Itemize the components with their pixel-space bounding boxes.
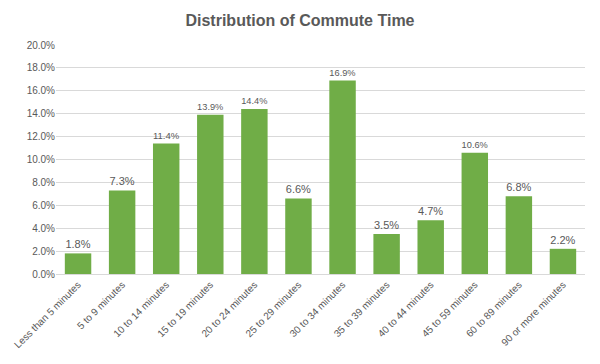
svg-text:30 to 34 minutes: 30 to 34 minutes <box>287 279 347 339</box>
svg-text:6.8%: 6.8% <box>506 181 531 193</box>
svg-text:20.0%: 20.0% <box>27 40 55 51</box>
svg-text:40 to 44 minutes: 40 to 44 minutes <box>376 279 436 339</box>
svg-text:14.4%: 14.4% <box>241 96 267 106</box>
svg-text:10 to 14 minutes: 10 to 14 minutes <box>111 279 171 339</box>
svg-text:15 to 19 minutes: 15 to 19 minutes <box>155 279 215 339</box>
svg-text:0.0%: 0.0% <box>32 269 55 280</box>
svg-text:2.2%: 2.2% <box>550 234 575 246</box>
svg-text:6.0%: 6.0% <box>32 200 55 211</box>
svg-text:Less than 5 minutes: Less than 5 minutes <box>12 279 83 350</box>
svg-text:14.0%: 14.0% <box>27 108 55 119</box>
svg-text:90 or more minutes: 90 or more minutes <box>499 279 568 348</box>
svg-text:11.4%: 11.4% <box>153 130 180 141</box>
svg-text:7.3%: 7.3% <box>109 175 134 187</box>
svg-text:12.0%: 12.0% <box>27 131 55 142</box>
svg-text:6.6%: 6.6% <box>286 183 311 195</box>
svg-text:5 to 9 minutes: 5 to 9 minutes <box>75 279 127 331</box>
svg-text:20 to 24 minutes: 20 to 24 minutes <box>199 279 259 339</box>
svg-text:1.8%: 1.8% <box>65 238 90 250</box>
svg-text:3.5%: 3.5% <box>374 219 399 231</box>
svg-text:10.6%: 10.6% <box>462 140 488 150</box>
svg-text:4.0%: 4.0% <box>32 223 55 234</box>
svg-text:35 to 39 minutes: 35 to 39 minutes <box>332 279 392 339</box>
svg-text:18.0%: 18.0% <box>27 62 55 73</box>
svg-text:4.7%: 4.7% <box>418 205 443 217</box>
svg-text:13.9%: 13.9% <box>197 102 223 112</box>
svg-text:10.0%: 10.0% <box>27 154 55 165</box>
svg-text:25 to 29 minutes: 25 to 29 minutes <box>243 279 303 339</box>
svg-text:Distribution of Commute Time: Distribution of Commute Time <box>185 12 414 29</box>
svg-text:8.0%: 8.0% <box>32 177 55 188</box>
svg-text:60 to 89 minutes: 60 to 89 minutes <box>464 279 524 339</box>
svg-text:16.0%: 16.0% <box>27 85 55 96</box>
svg-text:2.0%: 2.0% <box>32 246 55 257</box>
svg-text:45 to 59 minutes: 45 to 59 minutes <box>420 279 480 339</box>
svg-text:16.9%: 16.9% <box>329 68 355 78</box>
